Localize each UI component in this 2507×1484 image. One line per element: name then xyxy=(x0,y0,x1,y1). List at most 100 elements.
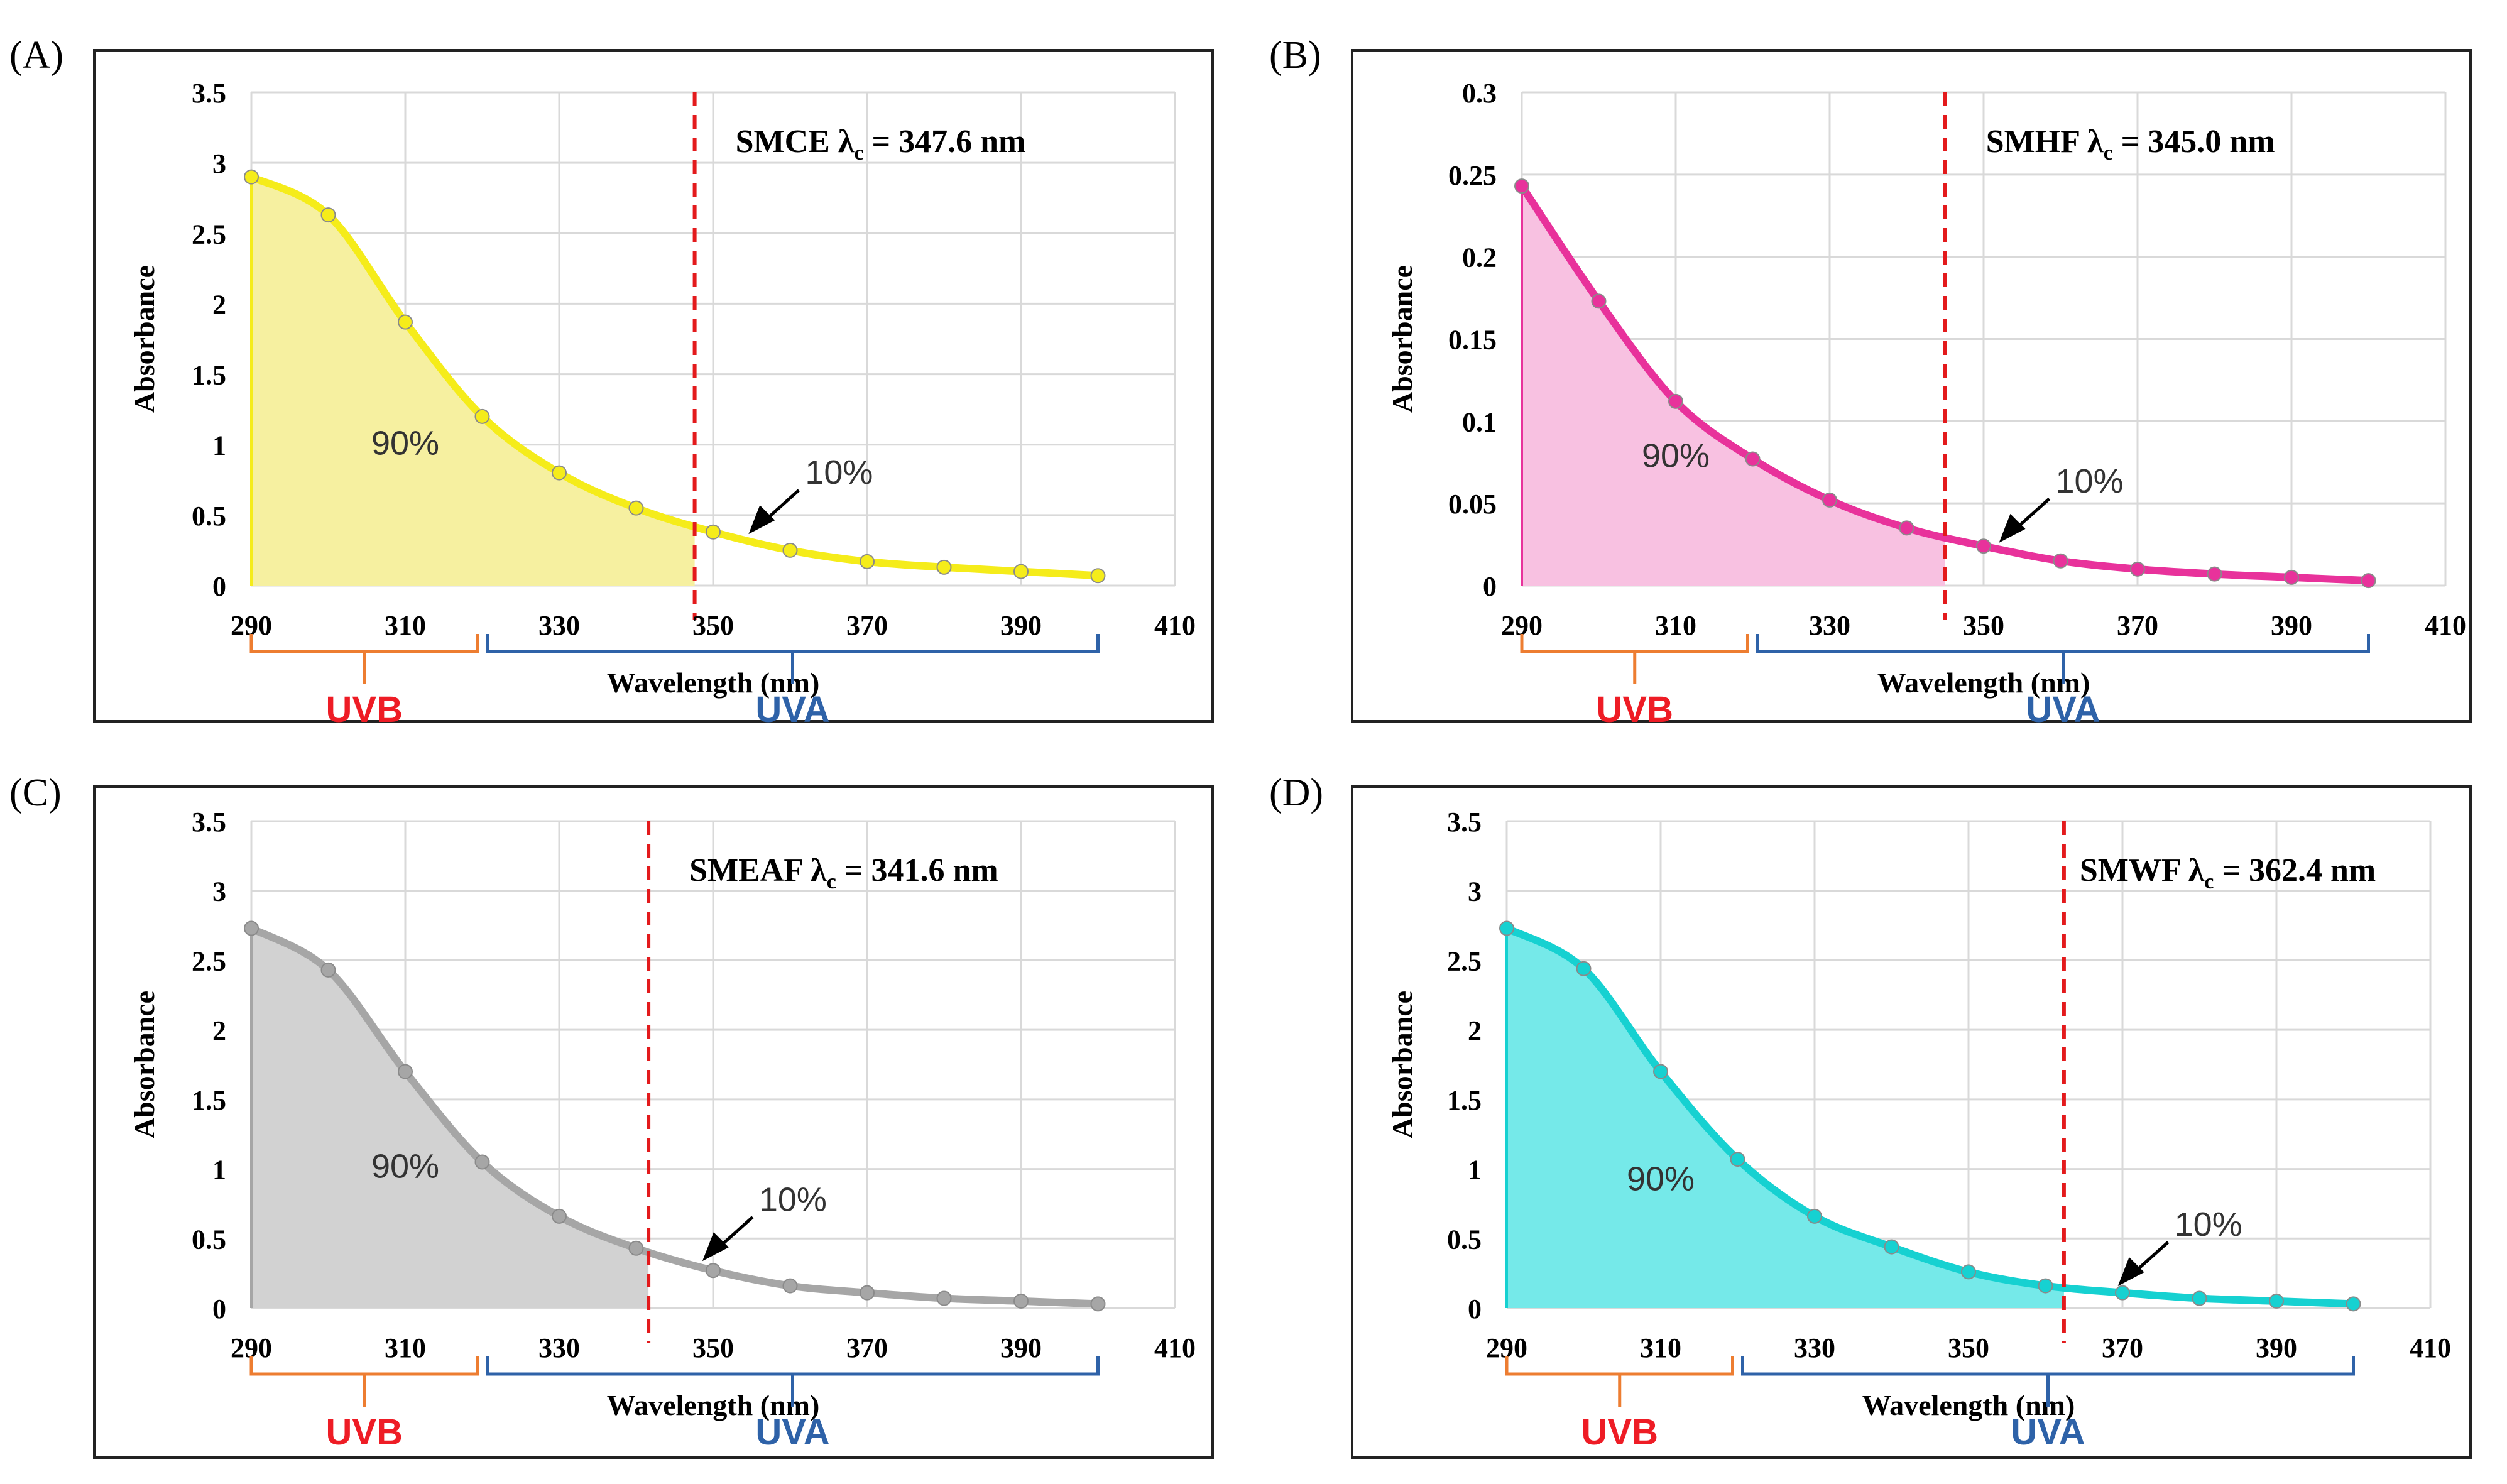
panel-label: (D) xyxy=(1269,772,1323,814)
ten-percent-label: 10% xyxy=(805,454,873,491)
ten-percent-label: 10% xyxy=(759,1181,827,1218)
ten-percent-arrow-head xyxy=(702,1232,729,1262)
x-tick-label: 370 xyxy=(846,1333,888,1363)
uva-label: UVA xyxy=(755,689,829,730)
data-point-390 xyxy=(2269,1293,2284,1309)
uva-bracket xyxy=(1741,1356,2355,1407)
data-point-390 xyxy=(2284,569,2299,585)
data-point-300 xyxy=(320,207,336,223)
data-point-310 xyxy=(398,314,413,330)
y-tick-label: 0.5 xyxy=(192,1224,226,1255)
ten-percent-arrow-head xyxy=(1999,513,2026,543)
uvb-label: UVB xyxy=(1597,689,1673,730)
data-point-330 xyxy=(1807,1208,1822,1224)
x-tick-label: 310 xyxy=(1655,610,1696,641)
data-point-370 xyxy=(2115,1285,2130,1301)
data-point-320 xyxy=(474,1154,490,1170)
data-point-340 xyxy=(1899,520,1914,536)
data-point-370 xyxy=(2130,561,2145,577)
y-axis-label: Absorbance xyxy=(1386,991,1418,1138)
panel-border xyxy=(93,49,1214,723)
lambda-c-annotation: SMCE λc = 347.6 nm xyxy=(736,124,1026,165)
data-point-310 xyxy=(1653,1064,1668,1079)
ten-percent-label: 10% xyxy=(2056,462,2124,500)
x-tick-label: 330 xyxy=(538,1333,580,1363)
y-tick-label: 2 xyxy=(212,289,226,320)
x-tick-label: 410 xyxy=(1154,610,1196,641)
data-point-300 xyxy=(1591,293,1607,309)
x-tick-label: 350 xyxy=(692,610,734,641)
uva-bracket xyxy=(486,634,1100,684)
panel-border xyxy=(1351,785,2472,1459)
uva-bracket xyxy=(1756,634,2370,684)
data-point-400 xyxy=(2346,1296,2361,1312)
uva-label: UVA xyxy=(755,1412,829,1453)
data-point-360 xyxy=(2038,1278,2053,1294)
data-point-360 xyxy=(782,1278,798,1294)
x-tick-label: 410 xyxy=(2425,610,2466,641)
ninety-percent-label: 90% xyxy=(1642,437,1710,475)
x-axis-label: Wavelength (nm) xyxy=(1877,667,2090,699)
y-axis-label: Absorbance xyxy=(128,991,160,1138)
y-tick-label: 3.5 xyxy=(1447,807,1482,837)
x-tick-label: 410 xyxy=(2410,1333,2451,1363)
lambda-c-annotation: SMEAF λc = 341.6 nm xyxy=(689,853,998,893)
uvb-bracket xyxy=(1520,634,1749,684)
y-tick-label: 0.3 xyxy=(1462,78,1497,109)
y-tick-label: 2.5 xyxy=(192,946,226,976)
ten-percent-label: 10% xyxy=(2175,1206,2242,1243)
y-tick-label: 1 xyxy=(1468,1155,1482,1186)
x-axis-label: Wavelength (nm) xyxy=(607,1389,820,1421)
data-point-320 xyxy=(1745,451,1761,467)
uvb-bracket xyxy=(249,634,479,684)
x-tick-label: 410 xyxy=(1154,1333,1196,1363)
data-point-330 xyxy=(552,1208,567,1224)
panel-border xyxy=(93,785,1214,1459)
data-point-330 xyxy=(1822,492,1837,508)
y-tick-label: 3 xyxy=(212,148,226,179)
ten-percent-arrow-head xyxy=(748,505,775,535)
y-tick-label: 3 xyxy=(1468,876,1482,907)
y-axis-label: Absorbance xyxy=(1386,265,1418,413)
data-point-300 xyxy=(1576,961,1592,976)
x-tick-label: 310 xyxy=(385,1333,426,1363)
data-point-300 xyxy=(320,962,336,978)
data-point-360 xyxy=(782,542,798,558)
data-point-390 xyxy=(1013,1293,1029,1309)
data-point-290 xyxy=(244,169,259,185)
data-point-290 xyxy=(1514,178,1529,194)
uvb-label: UVB xyxy=(326,1412,403,1453)
y-tick-label: 0.5 xyxy=(192,501,226,532)
x-tick-label: 330 xyxy=(1809,610,1850,641)
x-tick-label: 370 xyxy=(2117,610,2158,641)
lambda-c-annotation: SMHF λc = 345.0 nm xyxy=(1986,124,2275,165)
data-point-380 xyxy=(2192,1290,2207,1306)
y-tick-label: 2.5 xyxy=(1447,946,1482,976)
data-point-320 xyxy=(1730,1152,1745,1167)
data-point-320 xyxy=(474,408,490,424)
y-tick-label: 1 xyxy=(212,1155,226,1186)
data-point-360 xyxy=(2053,553,2068,569)
x-tick-label: 310 xyxy=(1640,1333,1681,1363)
x-axis-label: Wavelength (nm) xyxy=(1862,1389,2075,1421)
data-point-400 xyxy=(2361,573,2376,589)
data-point-350 xyxy=(706,524,721,540)
data-point-380 xyxy=(2207,566,2222,582)
x-tick-label: 370 xyxy=(2102,1333,2143,1363)
panel-border xyxy=(1351,49,2472,723)
area-90-percent xyxy=(251,177,695,586)
uvb-bracket xyxy=(249,1356,479,1407)
x-tick-label: 310 xyxy=(385,610,426,641)
x-tick-label: 390 xyxy=(1000,1333,1042,1363)
x-tick-label: 350 xyxy=(692,1333,734,1363)
uva-bracket xyxy=(486,1356,1100,1407)
y-tick-label: 0.25 xyxy=(1448,160,1497,191)
data-point-330 xyxy=(552,465,567,481)
panel-label: (B) xyxy=(1269,34,1321,77)
x-tick-label: 390 xyxy=(2271,610,2312,641)
data-point-290 xyxy=(244,920,259,936)
data-point-370 xyxy=(860,554,875,569)
